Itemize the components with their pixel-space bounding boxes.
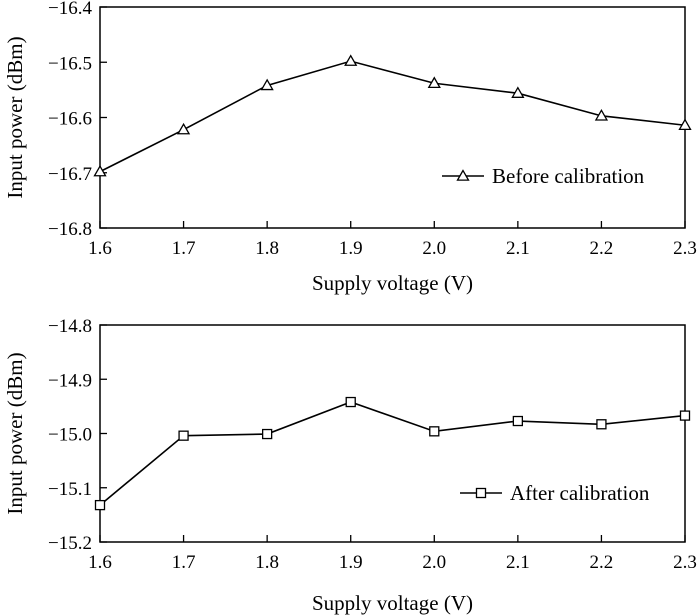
data-point: [512, 415, 524, 427]
y-axis-label: Input power (dBm): [3, 36, 27, 198]
x-tick-label: 1.8: [255, 238, 279, 259]
x-tick-label: 2.2: [590, 552, 614, 573]
data-point: [178, 430, 189, 441]
data-point: [679, 410, 691, 421]
data-point: [93, 164, 107, 177]
y-tick-label: −15.1: [48, 479, 92, 500]
chart-panel-2: 1.6 1.7 1.8 1.9 2.0 2.1 2.2 2.3 −15.2 −15.1 −15.0 −…: [3, 316, 697, 615]
y-tick-label: −16.8: [48, 219, 92, 240]
series-line: [99, 60, 686, 173]
chart-panel-1: 1.6 1.7 1.8 1.9 2.0 2.1 2.2 2.3 −16.8 −16.7 −16.6 −…: [3, 0, 697, 295]
y-tick-label: −15.2: [48, 533, 92, 554]
data-point: [94, 499, 106, 511]
x-tick-label: 2.1: [506, 552, 530, 573]
data-point: [429, 426, 440, 437]
y-tick-label: −16.7: [48, 164, 92, 185]
legend-label: Before calibration: [492, 164, 645, 188]
x-tick-label: 1.6: [88, 238, 112, 259]
x-axis-label: Supply voltage (V): [312, 271, 473, 295]
x-tick-label: 1.8: [255, 552, 279, 573]
x-tick-label: 2.0: [422, 238, 446, 259]
data-point: [596, 419, 607, 430]
y-tick-label: −14.9: [48, 370, 92, 391]
x-tick-label: 2.3: [673, 552, 697, 573]
data-point: [511, 86, 525, 98]
y-tick-label: −16.6: [48, 109, 92, 130]
x-tick-label: 1.7: [172, 552, 196, 573]
y-tick-label: −16.4: [48, 0, 92, 19]
y-tick-label: −14.8: [48, 316, 92, 337]
legend-marker: [475, 487, 487, 499]
x-tick-label: 1.7: [172, 238, 196, 259]
x-tick-label: 2.1: [506, 238, 530, 259]
x-tick-label: 1.6: [88, 552, 112, 573]
x-tick-label: 2.2: [590, 238, 614, 259]
series-line: [99, 401, 686, 506]
legend: After calibration: [460, 481, 650, 505]
data-point: [594, 109, 609, 121]
legend-marker: [456, 169, 470, 181]
data-point: [345, 396, 356, 408]
y-tick-label: −16.5: [48, 53, 92, 74]
x-tick-label: 2.0: [422, 552, 446, 573]
x-tick-label: 1.9: [339, 552, 363, 573]
data-point: [260, 78, 274, 91]
data-point: [678, 118, 692, 131]
y-tick-label: −15.0: [48, 425, 92, 446]
data-point: [344, 54, 358, 66]
x-tick-label: 1.9: [339, 238, 363, 259]
y-axis-label: Input power (dBm): [3, 352, 27, 514]
data-point: [261, 428, 273, 440]
x-axis-label: Supply voltage (V): [312, 591, 473, 615]
legend-label: After calibration: [510, 481, 650, 505]
data-point: [176, 122, 191, 135]
legend: Before calibration: [442, 164, 645, 188]
data-point: [427, 76, 441, 89]
x-tick-label: 2.3: [673, 238, 697, 259]
